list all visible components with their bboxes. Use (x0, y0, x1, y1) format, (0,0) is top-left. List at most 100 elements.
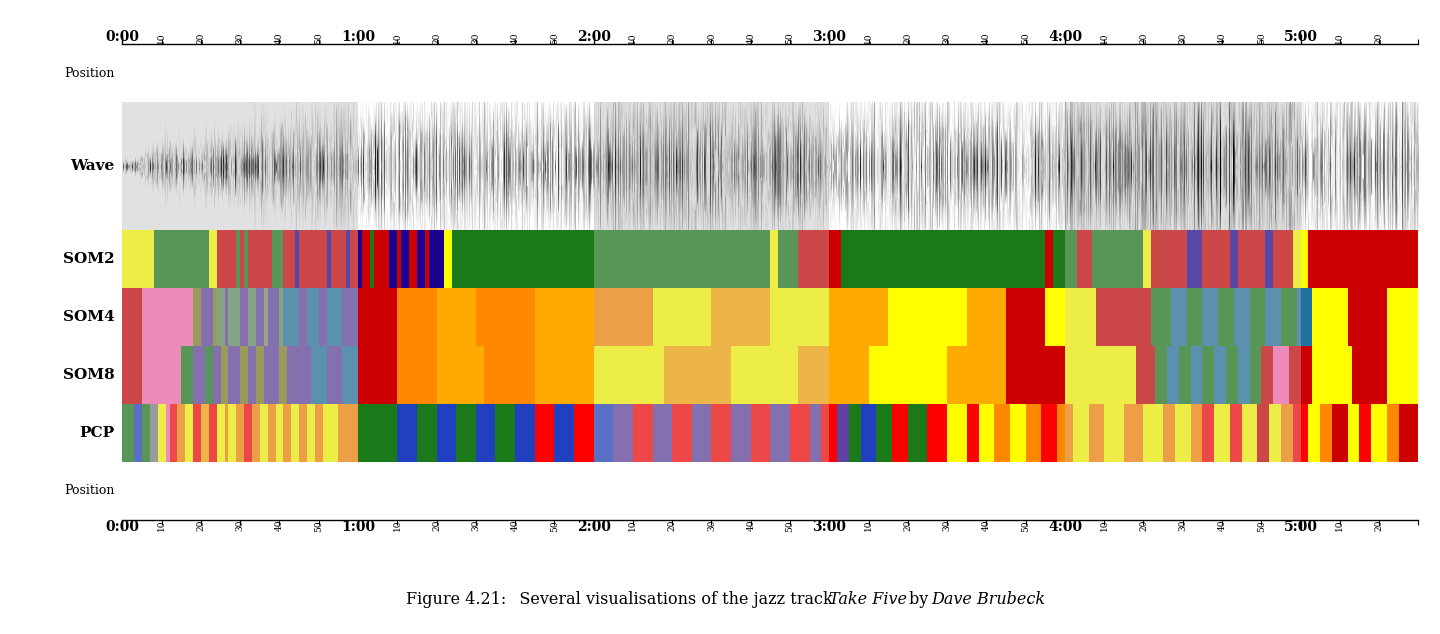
Bar (593, 346, 664, 404)
Bar (534, 404, 554, 462)
Bar (256, 346, 264, 404)
Bar (1202, 404, 1214, 462)
Text: 50: 50 (314, 33, 323, 44)
Bar (798, 230, 841, 288)
Bar (436, 346, 484, 404)
Bar (691, 404, 711, 462)
Bar (1066, 404, 1300, 462)
Bar (534, 346, 593, 404)
Bar (593, 288, 652, 346)
Bar (861, 404, 877, 462)
Bar (1359, 404, 1371, 462)
Bar (821, 404, 837, 462)
Bar (664, 346, 732, 404)
Text: 10: 10 (864, 520, 873, 531)
Bar (770, 288, 829, 346)
Bar (300, 230, 327, 288)
Text: 10: 10 (1100, 520, 1109, 531)
Text: 30: 30 (236, 33, 245, 44)
Bar (1312, 346, 1352, 404)
Bar (652, 404, 672, 462)
Bar (850, 404, 861, 462)
Text: 2:00: 2:00 (576, 520, 611, 534)
Bar (1152, 230, 1187, 288)
Bar (268, 404, 275, 462)
Text: 50: 50 (1021, 33, 1030, 44)
Bar (397, 288, 436, 346)
Text: 50: 50 (1257, 33, 1266, 44)
Bar (791, 404, 809, 462)
Bar (1041, 404, 1057, 462)
Bar (252, 404, 259, 462)
Text: Position: Position (65, 67, 115, 80)
Bar (361, 230, 370, 288)
Bar (216, 404, 225, 462)
Bar (229, 288, 240, 346)
Bar (397, 346, 436, 404)
Bar (593, 404, 829, 462)
Bar (359, 346, 397, 404)
Bar (966, 288, 1007, 346)
Bar (575, 404, 593, 462)
Bar (122, 346, 359, 404)
Text: 40: 40 (275, 520, 284, 531)
Text: 10: 10 (628, 33, 638, 44)
Bar (236, 404, 245, 462)
Bar (370, 230, 374, 288)
Bar (397, 230, 402, 288)
Bar (1202, 346, 1214, 404)
Bar (229, 346, 240, 404)
Bar (213, 346, 220, 404)
Bar (1250, 288, 1266, 346)
Bar (248, 346, 256, 404)
Bar (809, 404, 821, 462)
Bar (1009, 404, 1025, 462)
Bar (158, 404, 166, 462)
Bar (177, 404, 186, 462)
Bar (652, 288, 711, 346)
Bar (452, 230, 770, 288)
Bar (994, 404, 1009, 462)
Bar (418, 230, 425, 288)
Text: 40: 40 (982, 520, 991, 531)
Text: Figure 4.21:  Several visualisations of the jazz track: Figure 4.21: Several visualisations of t… (406, 591, 841, 607)
Bar (456, 404, 475, 462)
Bar (323, 404, 338, 462)
Bar (907, 404, 927, 462)
Bar (613, 404, 634, 462)
Bar (593, 288, 829, 346)
Bar (236, 230, 240, 288)
Bar (1066, 346, 1300, 404)
Bar (837, 404, 850, 462)
Text: 50: 50 (1021, 520, 1030, 531)
Text: 20: 20 (1139, 33, 1148, 44)
Text: SOM2: SOM2 (63, 252, 115, 266)
Bar (122, 346, 143, 404)
Bar (711, 404, 732, 462)
Bar (1296, 288, 1312, 346)
Bar (1266, 288, 1282, 346)
Bar (1136, 346, 1155, 404)
Text: 30: 30 (707, 520, 716, 531)
Bar (374, 230, 389, 288)
Bar (1282, 404, 1293, 462)
Bar (893, 404, 907, 462)
Bar (593, 102, 829, 230)
Text: 10: 10 (393, 33, 402, 44)
Bar (331, 230, 346, 288)
Text: Take Five: Take Five (829, 591, 907, 607)
Text: 50: 50 (314, 520, 323, 531)
Bar (186, 404, 193, 462)
Bar (554, 404, 575, 462)
Bar (1007, 288, 1045, 346)
Bar (268, 288, 279, 346)
Bar (868, 346, 948, 404)
Bar (143, 288, 193, 346)
Text: SOM8: SOM8 (63, 368, 115, 382)
Bar (1320, 404, 1332, 462)
Bar (327, 288, 343, 346)
Bar (1387, 288, 1418, 346)
Bar (1241, 404, 1257, 462)
Text: 40: 40 (511, 520, 520, 531)
Bar (534, 288, 593, 346)
